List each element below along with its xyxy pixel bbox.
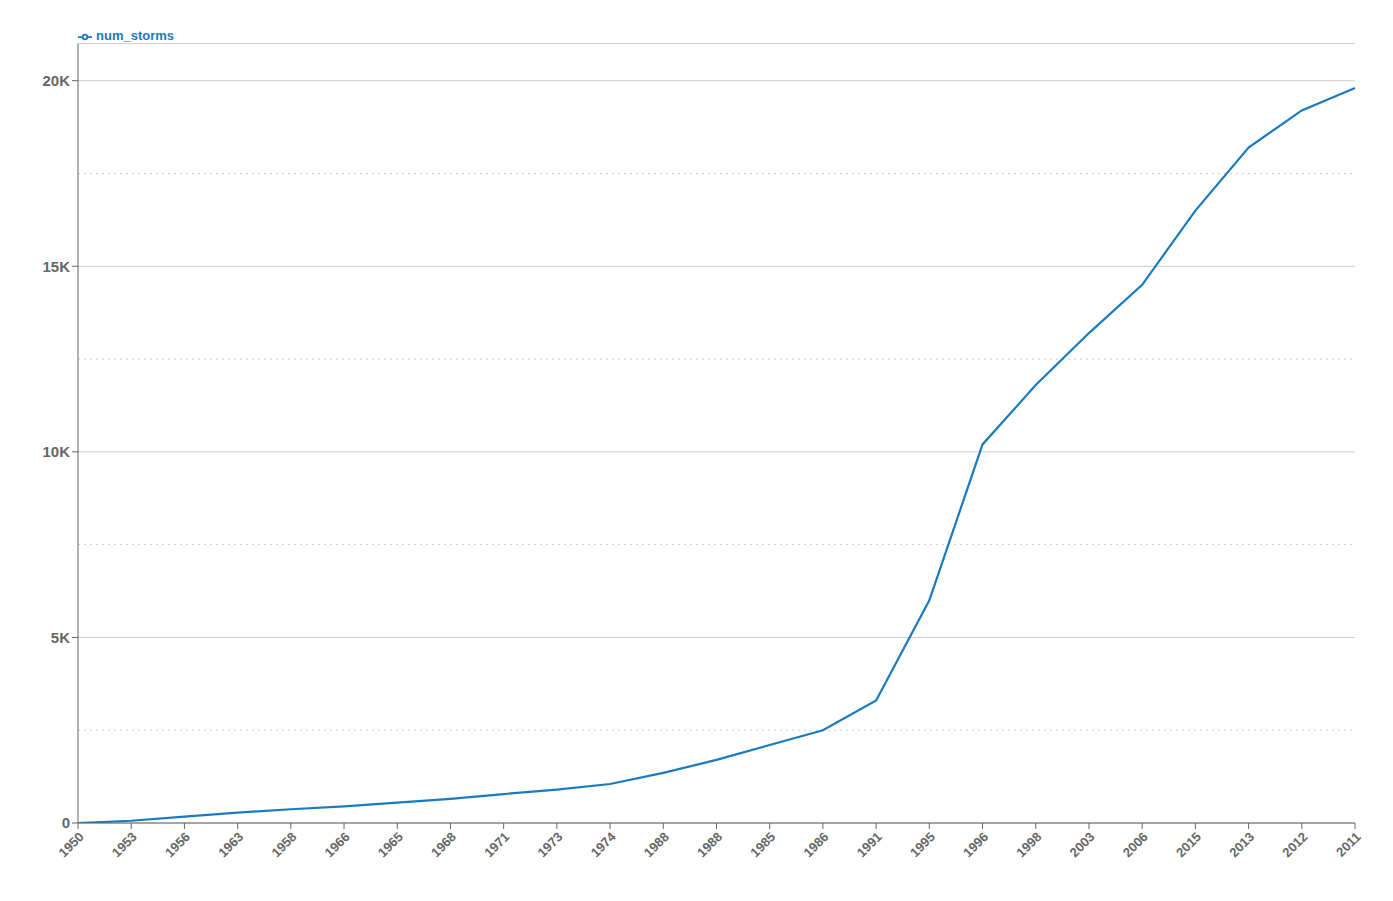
- svg-text:1950: 1950: [56, 829, 87, 860]
- svg-text:1963: 1963: [215, 829, 246, 860]
- svg-text:2006: 2006: [1120, 829, 1151, 860]
- svg-text:1966: 1966: [322, 829, 353, 860]
- svg-text:2011: 2011: [1333, 829, 1364, 860]
- svg-text:1974: 1974: [588, 828, 620, 860]
- svg-text:1965: 1965: [375, 829, 406, 860]
- svg-text:1995: 1995: [907, 829, 938, 860]
- svg-text:1973: 1973: [534, 829, 565, 860]
- svg-text:1991: 1991: [854, 829, 885, 860]
- svg-text:1953: 1953: [109, 829, 140, 860]
- svg-text:1986: 1986: [801, 829, 832, 860]
- svg-text:20K: 20K: [42, 72, 70, 89]
- svg-text:2012: 2012: [1279, 829, 1310, 860]
- svg-text:2015: 2015: [1173, 829, 1204, 860]
- svg-text:1988: 1988: [694, 829, 725, 860]
- svg-text:1956: 1956: [162, 829, 193, 860]
- svg-text:10K: 10K: [42, 443, 70, 460]
- svg-text:5K: 5K: [51, 629, 70, 646]
- svg-text:1958: 1958: [268, 829, 299, 860]
- svg-text:1988: 1988: [641, 829, 672, 860]
- svg-text:2003: 2003: [1067, 829, 1098, 860]
- svg-text:1985: 1985: [747, 829, 778, 860]
- svg-text:1968: 1968: [428, 829, 459, 860]
- svg-text:2013: 2013: [1226, 829, 1257, 860]
- html-text:num_storms: num_storms: [96, 28, 174, 43]
- svg-text:1996: 1996: [960, 829, 991, 860]
- svg-text:15K: 15K: [42, 258, 70, 275]
- svg-text:0: 0: [62, 814, 70, 831]
- svg-text:1971: 1971: [481, 829, 512, 860]
- svg-text:1998: 1998: [1013, 829, 1044, 860]
